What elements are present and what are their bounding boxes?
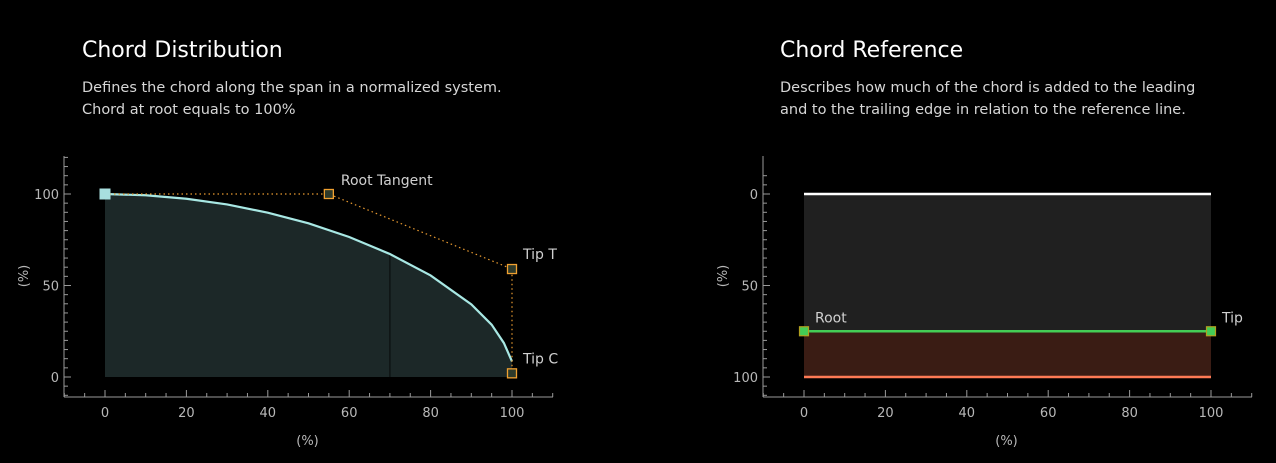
area-fill [105,194,512,377]
tip-handle [1207,327,1216,336]
y-tick-label: 100 [34,188,59,203]
y-tick-label: 0 [750,188,758,203]
y-axis-label: (%) [17,265,32,288]
x-axis-label: (%) [296,434,319,449]
x-axis-label: (%) [995,434,1018,449]
x-tick-label: 100 [1199,406,1224,421]
control-point-label: Tip C [522,351,558,367]
x-tick-label: 0 [800,406,808,421]
leading-edge-area [804,194,1211,331]
chord-reference-panel: Chord Reference Describes how much of th… [699,0,1276,463]
control-point-label: Root Tangent [341,173,433,189]
x-tick-label: 60 [341,406,358,421]
y-axis-label: (%) [716,265,731,288]
y-tick-label: 0 [51,371,59,386]
y-tick-label: 50 [42,280,59,295]
x-tick-label: 60 [1040,406,1057,421]
root-handle [100,189,110,199]
root-handle [800,327,809,336]
x-tick-label: 0 [101,406,109,421]
y-tick-label: 50 [741,280,758,295]
point-label: Tip [1221,310,1243,326]
chord-reference-chart[interactable]: 0 20 40 60 80 100 0 50 100 (%) (%) Root Tip [699,0,1276,463]
control-point-label: Tip T [522,247,557,263]
x-tick-label: 40 [260,406,277,421]
control-handle [508,265,517,274]
x-tick-label: 20 [178,406,195,421]
control-handle [324,190,333,199]
x-tick-label: 40 [959,406,976,421]
chord-distribution-chart[interactable]: 0 20 40 60 80 100 0 50 100 (%) (%) Root Tangent Tip … [0,0,620,463]
control-handle [508,369,517,378]
x-tick-label: 80 [1121,406,1138,421]
trailing-edge-area [804,331,1211,377]
chord-distribution-panel: Chord Distribution Defines the chord alo… [0,0,620,463]
x-tick-label: 20 [877,406,894,421]
y-tick-label: 100 [733,371,758,386]
x-tick-label: 100 [500,406,525,421]
x-tick-label: 80 [422,406,439,421]
point-label: Root [815,310,847,326]
